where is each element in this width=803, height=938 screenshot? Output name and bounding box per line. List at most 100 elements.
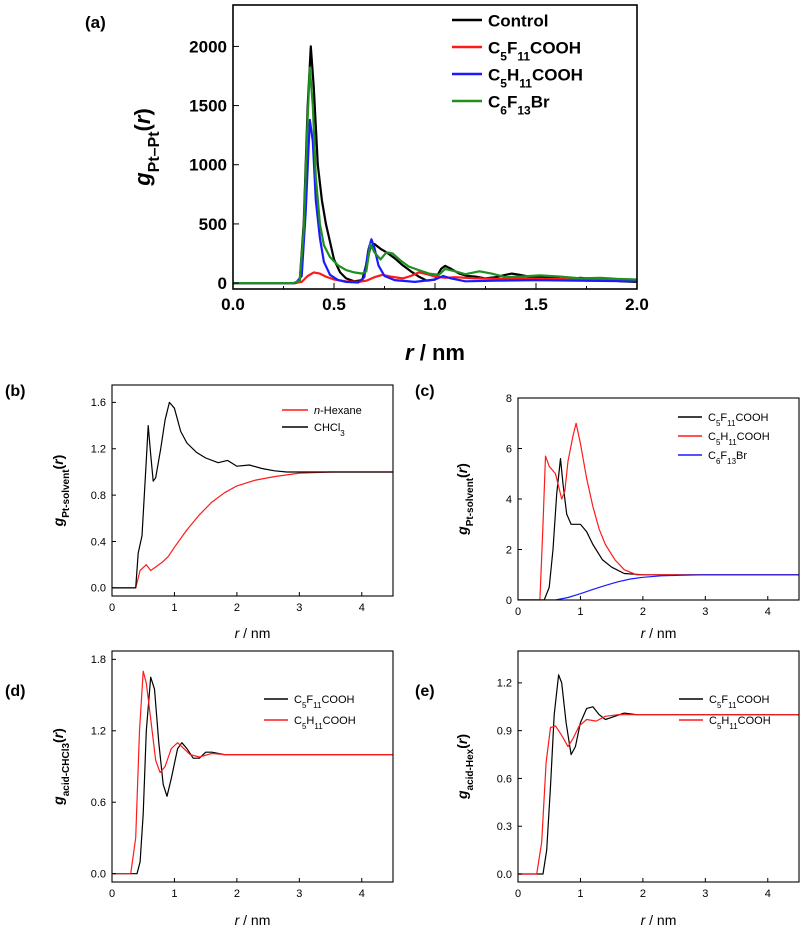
legend-label: CHCl3 [314,422,345,438]
plot-frame [111,384,394,597]
series-line-c-3 [518,574,799,600]
y-tick-label: 2 [506,544,512,556]
x-tick-label: 0 [515,606,521,618]
series-group [518,674,799,875]
legend-label: C5F11COOH [488,38,581,63]
y-axis-label: gPt-solvent(r) [454,463,476,536]
x-tick-label: 0.5 [322,295,346,314]
y-axis-label: gPt-solvent(r) [50,455,72,528]
x-axis-label: r / nm [235,912,271,928]
series-line-b-2 [112,401,393,589]
y-tick-label: 1.2 [91,444,106,456]
y-tick-label: 6 [506,443,512,455]
legend: n-Hexane CHCl3 [282,405,362,438]
legend-label: C5H11COOH [294,715,356,731]
x-tick-label: 0 [109,602,115,614]
x-tick-label: 1 [577,606,583,618]
x-tick-label: 4 [359,602,365,614]
panel-label-c: (c) [415,383,435,400]
x-tick-label: 4 [765,888,771,900]
x-tick-label: 4 [765,606,771,618]
y-tick-label: 0.6 [497,773,512,785]
legend-label: C5F11COOH [294,694,355,710]
legend-label: C5H11COOH [488,65,583,90]
x-tick-label: 1.0 [423,295,447,314]
legend: C5F11COOH C5H11COOH [264,694,356,731]
panel-c: (c) 0 1 2 3 4 0 2 4 6 8 r / nm gPt-solvent(r) C5F11CO… [415,383,800,641]
series-line-c-1 [518,458,799,600]
x-tick-label: 2 [640,606,646,618]
y-tick-label: 0.0 [91,869,106,881]
panel-label-a: (a) [85,13,106,32]
x-axis-label: r / nm [235,625,271,641]
series-line-a-3 [233,118,637,285]
x-tick-label: 4 [359,888,365,900]
legend-label: C6F13Br [488,92,550,117]
legend-label: C6F13Br [708,450,747,466]
plot-frame [517,397,800,601]
panel-e: (e) 0 1 2 3 4 0.0 0.3 0.6 0.9 1.2 r / nm gacid-Hex(r… [415,650,800,928]
legend: C5F11COOH C5H11COOH C6F13Br [678,412,770,466]
y-tick-label: 0.6 [91,797,106,809]
series-line-c-2 [518,422,799,600]
series-group [112,401,393,589]
panel-a: (a) 0.0 0.5 1.0 1.5 2.0 0 500 1000 1500 2000 r / nm… [85,4,649,365]
y-tick-label: 1.2 [497,678,512,690]
x-tick-label: 3 [296,888,302,900]
legend: C5F11COOH C5H11COOH [679,694,771,731]
x-tick-label: 0 [515,888,521,900]
y-tick-label: 0.0 [497,869,512,881]
series-group [112,670,393,875]
x-tick-label: 2 [234,602,240,614]
series-line-a-4 [233,66,637,285]
x-tick-label: 1.5 [524,295,548,314]
y-tick-label: 4 [506,494,512,506]
y-tick-label: 0.4 [91,536,106,548]
y-tick-label: 500 [199,215,227,234]
legend-label: C5H11COOH [709,715,771,731]
legend-label: n-Hexane [314,405,362,417]
panel-b: (b) 0 1 2 3 4 0.0 0.4 0.8 1.2 1.6 r / nm gPt-solvent… [5,383,394,641]
x-tick-label: 2.0 [625,295,649,314]
y-tick-label: 0.9 [497,726,512,738]
y-tick-label: 1.8 [91,654,106,666]
x-tick-label: 3 [296,602,302,614]
y-tick-label: 1500 [189,97,227,116]
y-tick-label: 0.3 [497,821,512,833]
x-axis-label: r / nm [641,912,677,928]
x-axis-label: r / nm [641,625,677,641]
legend-label: Control [488,11,548,30]
x-tick-label: 1 [171,888,177,900]
series-group [518,422,799,600]
x-tick-label: 3 [702,888,708,900]
panel-label-d: (d) [5,683,25,700]
series-line-a-2 [233,271,637,285]
legend-label: C5F11COOH [709,694,770,710]
x-tick-label: 0.0 [221,295,245,314]
plot-frame [517,650,800,883]
panel-label-e: (e) [415,683,435,700]
y-tick-label: 0.0 [91,583,106,595]
y-tick-label: 2000 [189,37,227,56]
x-tick-label: 0 [109,888,115,900]
y-tick-label: 0.8 [91,490,106,502]
y-axis-label: gPt–Pt(r) [130,108,163,187]
x-axis-label: r / nm [405,340,465,365]
panel-d: (d) 0 1 2 3 4 0.0 0.6 1.2 1.8 r / nm gacid-CHCl3(r)… [5,650,394,928]
y-tick-label: 1.6 [91,397,106,409]
y-tick-label: 0 [218,274,227,293]
series-line-b-1 [112,471,393,589]
series-group [233,45,637,285]
series-line-e-2 [518,714,799,875]
series-line-d-1 [112,676,393,875]
plot-frame [111,650,394,883]
y-tick-label: 8 [506,393,512,405]
x-tick-label: 3 [702,606,708,618]
series-line-e-1 [518,674,799,875]
y-tick-label: 1000 [189,156,227,175]
y-axis-label: gacid-Hex(r) [454,734,476,800]
x-tick-label: 2 [234,888,240,900]
y-tick-label: 1.2 [91,726,106,738]
